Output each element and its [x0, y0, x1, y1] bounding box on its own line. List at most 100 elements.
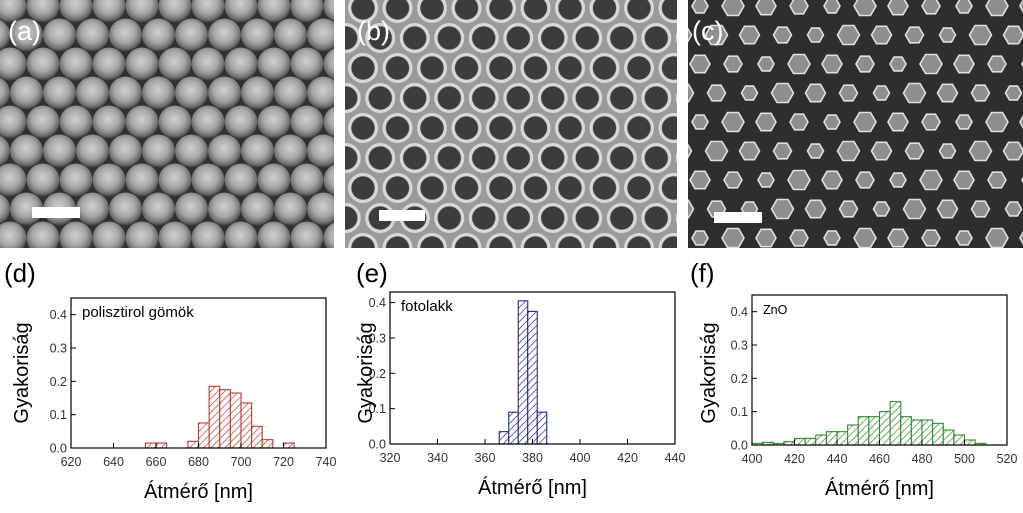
hole-rim — [348, 173, 378, 203]
y-tick-label: 0.0 — [50, 442, 67, 456]
x-tick-label: 340 — [427, 451, 448, 465]
y-tick-label: 0.4 — [369, 296, 386, 310]
hole-rim — [641, 203, 672, 233]
hole — [644, 146, 668, 170]
hole-rim — [365, 143, 396, 173]
zno-hexagon — [787, 53, 811, 75]
hexagon-array — [688, 0, 1023, 248]
x-tick-label: 640 — [103, 455, 124, 469]
x-tick-label: 740 — [316, 455, 337, 469]
zno-hexagon — [823, 114, 841, 130]
zno-hexagon — [757, 172, 775, 188]
x-tick-label: 400 — [570, 451, 591, 465]
hole — [455, 56, 478, 80]
hole — [351, 236, 375, 248]
histogram-bar — [878, 411, 891, 446]
sphere — [191, 47, 225, 81]
sphere — [26, 221, 60, 248]
hole-rim — [468, 83, 499, 113]
hole — [593, 236, 616, 248]
sphere — [43, 76, 76, 110]
sphere — [76, 18, 109, 52]
sphere-array — [0, 0, 334, 248]
zno-hexagon — [919, 169, 943, 191]
sphere — [92, 221, 126, 248]
hole — [558, 116, 582, 140]
zno-hexagon — [904, 142, 925, 160]
hole — [455, 236, 478, 248]
sphere — [208, 134, 241, 168]
hole-array — [345, 0, 677, 248]
hole-rim — [589, 113, 620, 143]
y-tick-label: 0.3 — [50, 342, 67, 356]
hole-rim — [589, 0, 620, 23]
sphere — [224, 105, 258, 139]
hole — [593, 0, 616, 20]
zno-hexagon — [691, 114, 709, 130]
zno-hexagon — [836, 24, 861, 46]
zno-hexagon — [921, 0, 941, 15]
zno-hexagon — [853, 227, 877, 248]
panel-letter-d: (d) — [4, 258, 36, 288]
hole — [575, 146, 599, 170]
histogram-bar — [144, 442, 157, 449]
hole — [368, 86, 392, 110]
sphere — [175, 134, 208, 168]
zno-hexagon — [872, 201, 891, 217]
sphere — [26, 105, 60, 139]
hole — [351, 116, 375, 140]
hole-rim — [382, 0, 413, 23]
hole — [368, 146, 392, 170]
hole — [524, 176, 547, 200]
hole — [627, 176, 651, 200]
hole — [627, 56, 651, 80]
hole-rim — [555, 173, 585, 203]
x-tick-label: 460 — [869, 452, 890, 466]
y-tick-label: 0.4 — [50, 308, 67, 322]
sphere — [323, 0, 334, 22]
zno-hexagon — [936, 199, 959, 219]
x-tick-label: 720 — [273, 455, 294, 469]
zno-hexagon — [757, 56, 775, 72]
histogram-bar — [815, 434, 827, 446]
zno-hexagon — [936, 83, 959, 103]
hole-rim — [624, 233, 654, 248]
sphere — [0, 47, 27, 81]
zno-hexagon — [721, 111, 745, 133]
zno-hexagon — [970, 84, 991, 102]
zno-hexagon — [1004, 201, 1023, 217]
hole — [541, 26, 565, 50]
sphere — [208, 18, 241, 52]
hole — [420, 0, 444, 20]
sphere — [274, 192, 307, 226]
zno-hexagon — [691, 230, 709, 246]
hole-rim — [365, 23, 396, 53]
zno-hexagon — [689, 54, 711, 74]
hole-rim — [382, 173, 413, 203]
hole — [524, 56, 547, 80]
zno-hexagon — [970, 200, 991, 218]
hole — [644, 86, 668, 110]
hole-rim — [399, 143, 430, 173]
histogram-bar — [942, 429, 955, 446]
hole — [575, 86, 599, 110]
sphere — [43, 18, 76, 52]
histogram-bar — [825, 431, 838, 446]
hole-rim — [451, 113, 482, 143]
hole — [345, 146, 358, 170]
sphere — [307, 192, 334, 226]
histogram-bar — [498, 431, 510, 445]
hole — [506, 26, 530, 50]
zno-hexagon — [804, 199, 827, 219]
zno-hexagon — [789, 0, 809, 15]
hole — [437, 26, 461, 50]
zno-hexagon — [836, 140, 861, 162]
sphere — [76, 192, 109, 226]
zno-hexagon — [770, 82, 795, 104]
sphere — [92, 0, 126, 23]
hole-rim — [624, 0, 654, 23]
zno-hexagon — [968, 140, 993, 162]
hole — [593, 116, 616, 140]
y-tick-label: 0.0 — [369, 438, 386, 452]
x-tick-label: 620 — [61, 455, 82, 469]
